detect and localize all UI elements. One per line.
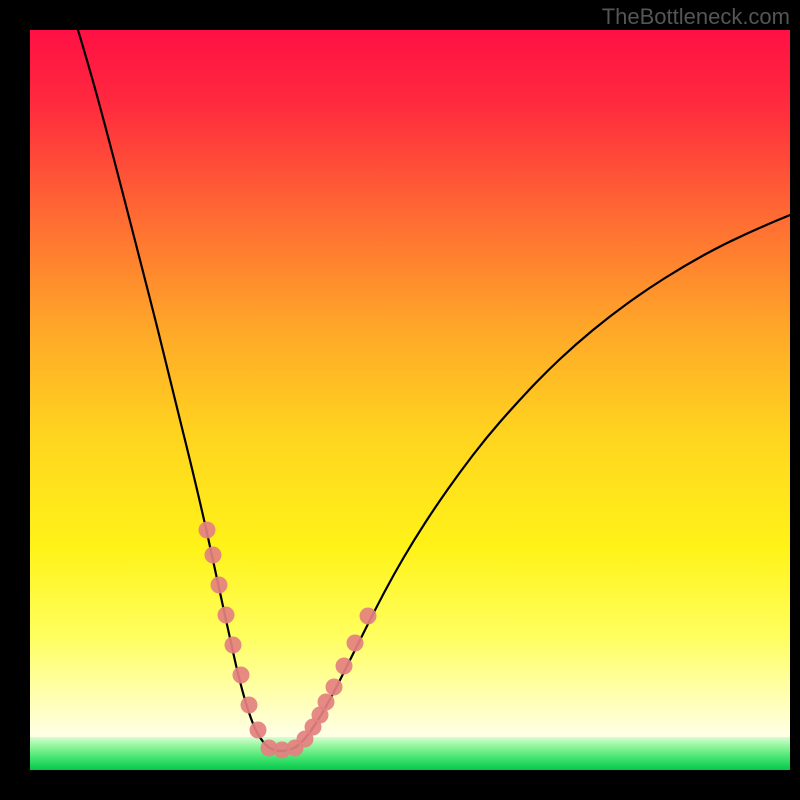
data-marker	[250, 722, 267, 739]
data-marker	[336, 658, 353, 675]
plot-area	[30, 30, 790, 770]
data-marker	[205, 547, 222, 564]
marker-group	[199, 522, 377, 759]
data-marker	[360, 608, 377, 625]
bottleneck-curve	[78, 30, 790, 751]
data-marker	[326, 679, 343, 696]
data-marker	[233, 667, 250, 684]
chart-frame	[0, 0, 800, 800]
curve-layer	[30, 30, 790, 770]
data-marker	[347, 635, 364, 652]
data-marker	[318, 694, 335, 711]
watermark-text: TheBottleneck.com	[602, 4, 790, 30]
data-marker	[241, 697, 258, 714]
data-marker	[225, 637, 242, 654]
data-marker	[211, 577, 228, 594]
data-marker	[218, 607, 235, 624]
data-marker	[199, 522, 216, 539]
